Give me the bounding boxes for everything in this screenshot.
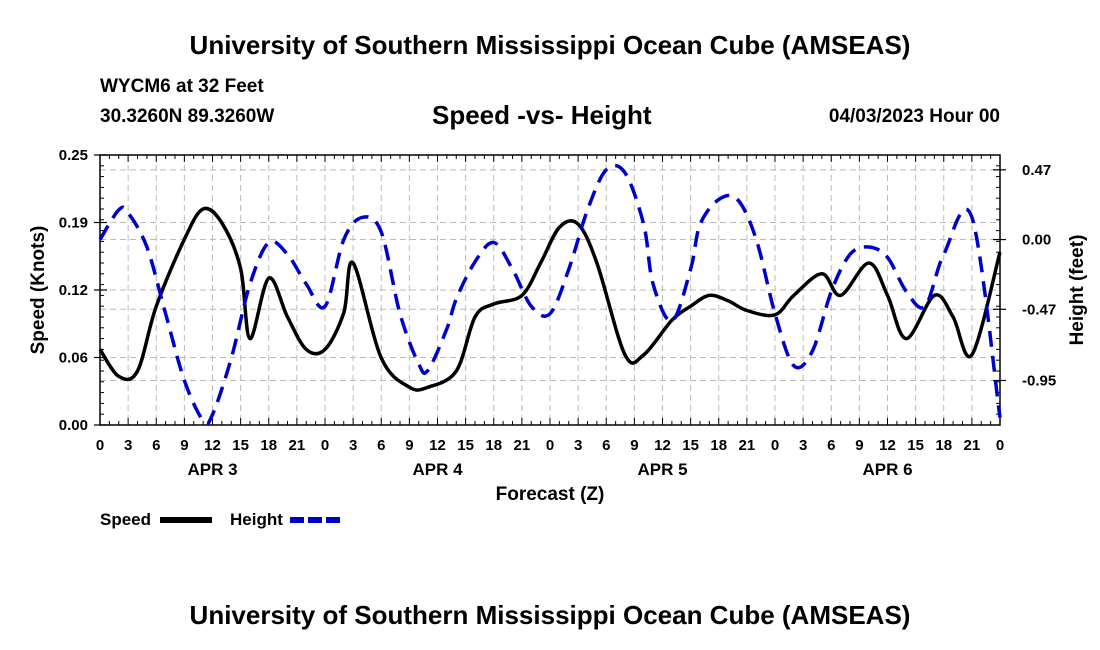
x-tick-label: 0 <box>996 437 1004 454</box>
speed-series-line <box>98 206 1002 392</box>
y-left-axis-label: Speed (Knots) <box>28 226 49 355</box>
x-tick-label: 21 <box>964 437 981 454</box>
day-label: APR 3 <box>187 460 237 479</box>
day-label: APR 6 <box>862 460 912 479</box>
legend-speed-label: Speed <box>100 510 151 529</box>
x-tick-label: 15 <box>232 437 249 454</box>
x-tick-label: 21 <box>514 437 531 454</box>
y-left-tick-label: 0.00 <box>59 417 88 434</box>
station-label: WYCM6 at 32 Feet <box>100 76 264 97</box>
y-left-tick-label: 0.19 <box>59 215 88 232</box>
y-left-tick-label: 0.25 <box>59 147 88 164</box>
x-tick-label: 6 <box>377 437 385 454</box>
x-tick-label: 6 <box>827 437 835 454</box>
y-right-axis-label: Height (feet) <box>1067 235 1088 346</box>
x-tick-label: 6 <box>602 437 610 454</box>
x-tick-label: 0 <box>546 437 554 454</box>
x-tick-label: 21 <box>739 437 756 454</box>
footer-title: University of Southern Mississippi Ocean… <box>189 600 911 630</box>
x-tick-label: 12 <box>879 437 896 454</box>
x-tick-label: 12 <box>654 437 671 454</box>
chart-subtitle: Speed -vs- Height <box>432 100 652 130</box>
x-tick-label: 9 <box>855 437 863 454</box>
x-tick-label: 9 <box>180 437 188 454</box>
x-tick-label: 12 <box>429 437 446 454</box>
x-tick-label: 18 <box>485 437 502 454</box>
x-tick-label: 0 <box>96 437 104 454</box>
x-tick-label: 9 <box>630 437 638 454</box>
x-tick-label: 18 <box>935 437 952 454</box>
legend-height-label: Height <box>230 510 283 529</box>
x-tick-label: 18 <box>260 437 277 454</box>
x-tick-label: 21 <box>289 437 306 454</box>
x-tick-label: 15 <box>907 437 924 454</box>
x-tick-label: 0 <box>321 437 329 454</box>
y-right-tick-label: 0.47 <box>1022 162 1051 179</box>
x-tick-label: 9 <box>405 437 413 454</box>
coordinates-label: 30.3260N 89.3260W <box>100 106 275 127</box>
height-series-line <box>98 163 1002 426</box>
forecast-datetime: 04/03/2023 Hour 00 <box>828 106 1000 127</box>
day-label: APR 5 <box>637 460 687 479</box>
y-left-tick-label: 0.12 <box>59 282 88 299</box>
x-tick-label: 15 <box>457 437 474 454</box>
y-right-tick-label: -0.95 <box>1022 372 1056 389</box>
x-tick-label: 12 <box>204 437 221 454</box>
x-tick-label: 6 <box>152 437 160 454</box>
x-tick-label: 18 <box>710 437 727 454</box>
y-right-tick-label: -0.47 <box>1022 301 1056 318</box>
x-tick-label: 0 <box>771 437 779 454</box>
x-tick-label: 15 <box>682 437 699 454</box>
day-label: APR 4 <box>412 460 463 479</box>
x-tick-label: 3 <box>799 437 807 454</box>
chart-title: University of Southern Mississippi Ocean… <box>189 30 911 60</box>
y-right-tick-label: 0.00 <box>1022 232 1051 249</box>
y-left-tick-label: 0.06 <box>59 350 88 367</box>
x-tick-label: 3 <box>349 437 357 454</box>
x-tick-label: 3 <box>124 437 132 454</box>
x-axis-label: Forecast (Z) <box>496 484 605 505</box>
x-tick-label: 3 <box>574 437 582 454</box>
